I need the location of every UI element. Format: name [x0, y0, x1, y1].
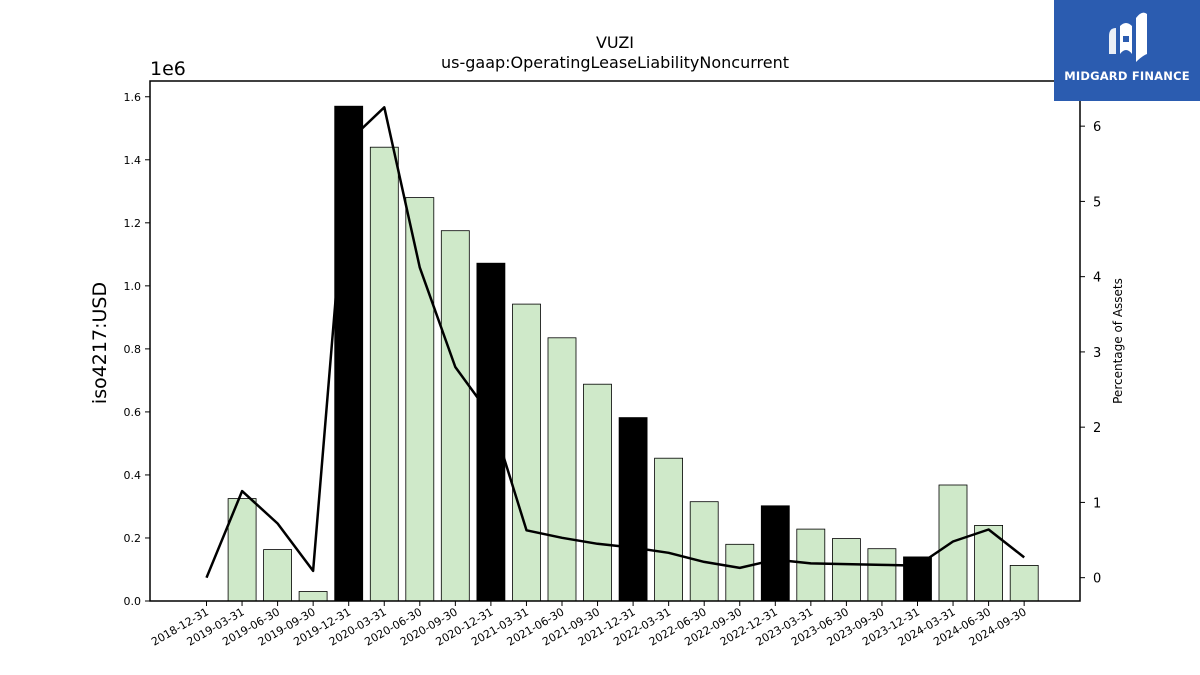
bar-2019-12-31 [334, 105, 364, 602]
bar-2022-03-31 [654, 457, 683, 602]
y-right-tick-label: 2 [1093, 421, 1101, 436]
y-axis-right-label: Percentage of Assets [1111, 278, 1125, 404]
y-right-tick-label: 3 [1093, 346, 1101, 361]
bar-2023-06-30 [832, 538, 861, 602]
bar-2021-12-31 [618, 417, 648, 602]
y-tick-label: 1.6 [124, 91, 142, 104]
bar-2022-12-31 [760, 505, 790, 602]
bar-2022-09-30 [725, 543, 755, 602]
bar-2020-12-31 [476, 262, 506, 602]
bar-2023-03-31 [796, 528, 826, 602]
bar-2022-06-30 [689, 501, 719, 602]
y-axis-label: iso4217:USD [89, 282, 111, 404]
bar-2024-09-30 [1009, 565, 1039, 602]
bar-2021-06-30 [547, 337, 577, 602]
line-layer [205, 106, 1025, 579]
y-right-tick-label: 6 [1093, 120, 1101, 135]
bars [227, 105, 1039, 602]
y-tick-label: 1.2 [124, 217, 142, 230]
brand-logo: MIDGARD FINANCE [1054, 0, 1200, 101]
y-tick-label: 1.4 [124, 154, 142, 167]
y-right-tick-label: 4 [1093, 271, 1101, 286]
percentage-line [205, 106, 1025, 579]
midgard-logo-icon [1109, 12, 1147, 63]
y-right-tick-label: 1 [1093, 496, 1101, 511]
bar-2020-09-30 [440, 230, 470, 602]
bar-2021-03-31 [512, 303, 541, 602]
bar-2019-06-30 [263, 549, 293, 602]
y-tick-label: 0.8 [124, 343, 142, 356]
y-tick-label: 0.4 [124, 469, 142, 482]
bar-2021-09-30 [583, 383, 612, 602]
y-tick-label: 1.0 [124, 280, 142, 293]
bar-2023-12-31 [903, 556, 932, 602]
logo-text: MIDGARD FINANCE [1064, 69, 1190, 83]
bar-2020-03-31 [369, 146, 399, 602]
y-tick-label: 0.0 [124, 595, 142, 608]
chart-subtitle: us-gaap:OperatingLeaseLiabilityNoncurren… [441, 53, 789, 72]
plot-frame [149, 80, 1081, 602]
y-right-tick-label: 0 [1093, 572, 1101, 587]
bar-2019-09-30 [298, 591, 328, 602]
bar-2020-06-30 [405, 197, 435, 602]
chart-title: VUZI [596, 33, 634, 52]
y-right-tick-label: 5 [1093, 195, 1101, 210]
y-axis-multiplier: 1e6 [150, 58, 186, 80]
y-tick-label: 0.2 [124, 532, 142, 545]
bar-2023-09-30 [867, 548, 897, 602]
y-tick-label: 0.6 [124, 406, 142, 419]
